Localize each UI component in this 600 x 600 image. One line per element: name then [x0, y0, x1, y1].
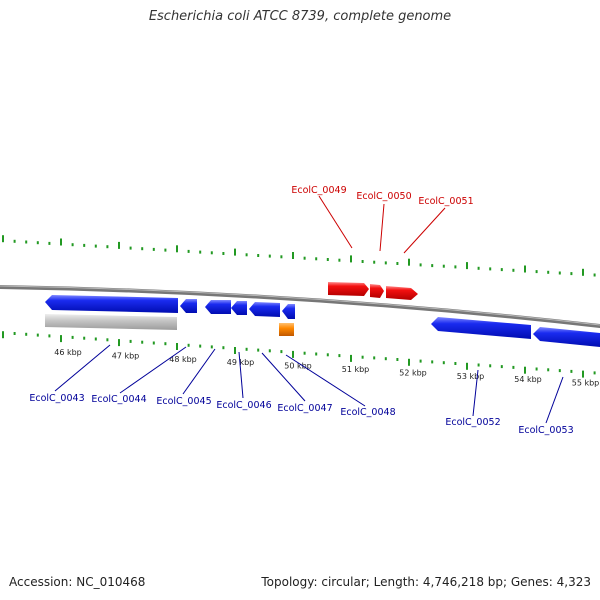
callout-ecolc-0050 [379, 203, 385, 252]
gene-ecolc-0048[interactable] [282, 304, 295, 319]
gene-label-ecolc-0047[interactable]: EcolC_0047 [277, 403, 332, 414]
genome-backbone [0, 285, 600, 328]
tick-track-bottom [2, 331, 596, 378]
gene-ecolc-0043[interactable] [45, 295, 178, 313]
callout-ecolc-0046 [238, 351, 244, 399]
scale-label: 47 kbp [112, 351, 140, 360]
callout-ecolc-0052 [472, 369, 479, 417]
gene-label-ecolc-0052[interactable]: EcolC_0052 [445, 417, 500, 428]
callout-ecolc-0043 [54, 344, 111, 392]
scale-label: 53 kbp [457, 372, 485, 381]
callout-ecolc-0049 [318, 195, 353, 249]
gene-label-ecolc-0043[interactable]: EcolC_0043 [29, 393, 84, 404]
callout-ecolc-0045 [182, 348, 216, 395]
scale-label: 46 kbp [54, 348, 82, 357]
genome-summary-text: Topology: circular; Length: 4,746,218 bp… [261, 575, 591, 589]
gene-label-ecolc-0046[interactable]: EcolC_0046 [216, 400, 271, 411]
gene-label-ecolc-0045[interactable]: EcolC_0045 [156, 396, 211, 407]
map-title: Escherichia coli ATCC 8739, complete gen… [148, 9, 452, 24]
gene-ecolc-0052[interactable] [431, 317, 531, 339]
gene-ecolc-0053[interactable] [533, 327, 600, 347]
pseudogene-feature[interactable] [45, 314, 177, 330]
callout-ecolc-0044 [119, 346, 187, 394]
gene-ecolc-0051[interactable] [386, 286, 418, 300]
scale-label: 48 kbp [169, 355, 197, 364]
rna-gene-feature[interactable] [279, 323, 294, 336]
scale-label: 52 kbp [399, 368, 427, 377]
scale-label: 54 kbp [514, 375, 542, 384]
gene-ecolc-0047[interactable] [249, 302, 280, 317]
gene-ecolc-0046[interactable] [231, 301, 247, 315]
gene-label-ecolc-0048[interactable]: EcolC_0048 [340, 407, 395, 418]
callout-ecolc-0053 [545, 376, 564, 424]
scale-label: 55 kbp [572, 379, 600, 388]
gene-label-ecolc-0044[interactable]: EcolC_0044 [91, 394, 146, 405]
gene-label-ecolc-0050[interactable]: EcolC_0050 [356, 191, 411, 202]
gene-ecolc-0044[interactable] [180, 299, 197, 313]
gene-ecolc-0049[interactable] [328, 282, 369, 296]
scale-label: 50 kbp [284, 362, 312, 371]
callout-ecolc-0047 [261, 352, 306, 402]
tick-track-top [2, 235, 596, 277]
scale-label: 51 kbp [342, 365, 370, 374]
gene-label-ecolc-0051[interactable]: EcolC_0051 [418, 196, 473, 207]
callout-ecolc-0051 [403, 207, 446, 254]
callout-ecolc-0048 [285, 354, 366, 407]
scale-label: 49 kbp [227, 358, 255, 367]
gene-ecolc-0050[interactable] [370, 284, 384, 298]
gene-label-ecolc-0049[interactable]: EcolC_0049 [291, 185, 346, 196]
genome-backbone-highlight [0, 285, 600, 326]
gene-label-ecolc-0053[interactable]: EcolC_0053 [518, 425, 573, 436]
gene-ecolc-0045[interactable] [205, 300, 231, 314]
accession-text: Accession: NC_010468 [9, 575, 146, 589]
scale-labels: 46 kbp 47 kbp 48 kbp 49 kbp 50 kbp 51 kbp 52 k… [54, 348, 599, 388]
